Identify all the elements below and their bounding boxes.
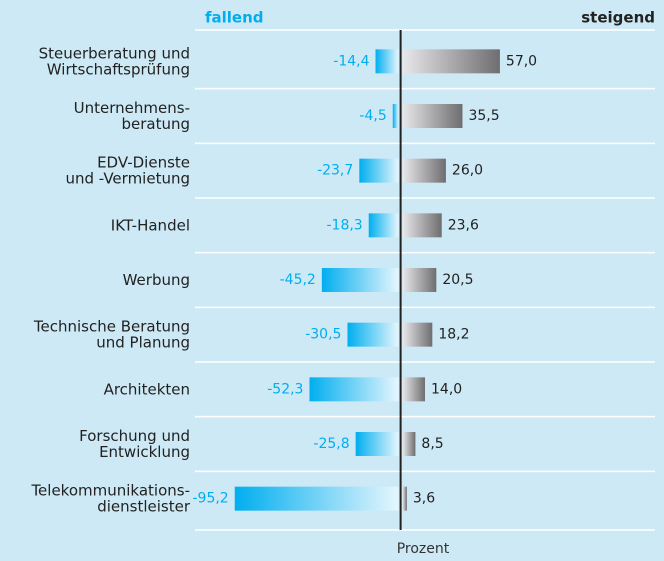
- bar: [402, 432, 416, 456]
- category-label: Steuerberatung und Wirtschaftsprüfung: [39, 44, 190, 78]
- bar: [359, 158, 399, 183]
- value-label: -30,5: [305, 327, 341, 343]
- bar: [402, 49, 500, 74]
- value-label: -4,5: [359, 108, 386, 124]
- bar: [355, 432, 399, 456]
- category-label: Unternehmens-beratung: [74, 99, 190, 133]
- x-axis-label: Prozent: [397, 541, 450, 557]
- bar: [375, 49, 399, 74]
- value-label: 26,0: [452, 163, 483, 179]
- value-label: 8,5: [421, 436, 443, 452]
- value-label: -14,4: [333, 53, 369, 69]
- value-label: 23,6: [448, 217, 479, 233]
- value-label: -45,2: [280, 272, 316, 288]
- category-label: Architekten: [104, 380, 190, 398]
- value-label: -25,8: [313, 436, 349, 452]
- bar: [392, 104, 399, 128]
- bar: [347, 322, 399, 347]
- value-label: 57,0: [506, 53, 537, 69]
- bar: [321, 268, 399, 292]
- value-label: 35,5: [468, 108, 499, 124]
- value-label: 20,5: [442, 272, 473, 288]
- value-label: 18,2: [438, 327, 469, 343]
- category-label: IKT-Handel: [111, 216, 190, 234]
- legend-fallend: fallend: [205, 9, 264, 27]
- value-label: -52,3: [267, 381, 303, 397]
- value-label: 3,6: [413, 491, 435, 507]
- bar: [309, 377, 399, 402]
- bar: [402, 268, 437, 292]
- value-label: -95,2: [192, 491, 228, 507]
- category-label: Technische Beratung und Planung: [33, 317, 190, 351]
- bar: [402, 213, 442, 238]
- bar: [368, 213, 399, 238]
- legend-steigend: steigend: [581, 9, 655, 27]
- bar: [402, 158, 446, 183]
- value-label: -23,7: [317, 163, 353, 179]
- bar: [402, 104, 463, 128]
- bar: [402, 377, 425, 402]
- category-label: Werbung: [123, 271, 190, 289]
- value-label: 14,0: [431, 381, 462, 397]
- bar: [402, 486, 407, 511]
- value-label: -18,3: [326, 217, 362, 233]
- bar: [234, 486, 399, 511]
- category-label: Forschung und Entwicklung: [79, 427, 190, 461]
- bar: [402, 322, 433, 347]
- category-label: EDV-Dienste und -Vermietung: [66, 153, 191, 187]
- category-label: Telekommunikations-dienstleister: [30, 481, 190, 515]
